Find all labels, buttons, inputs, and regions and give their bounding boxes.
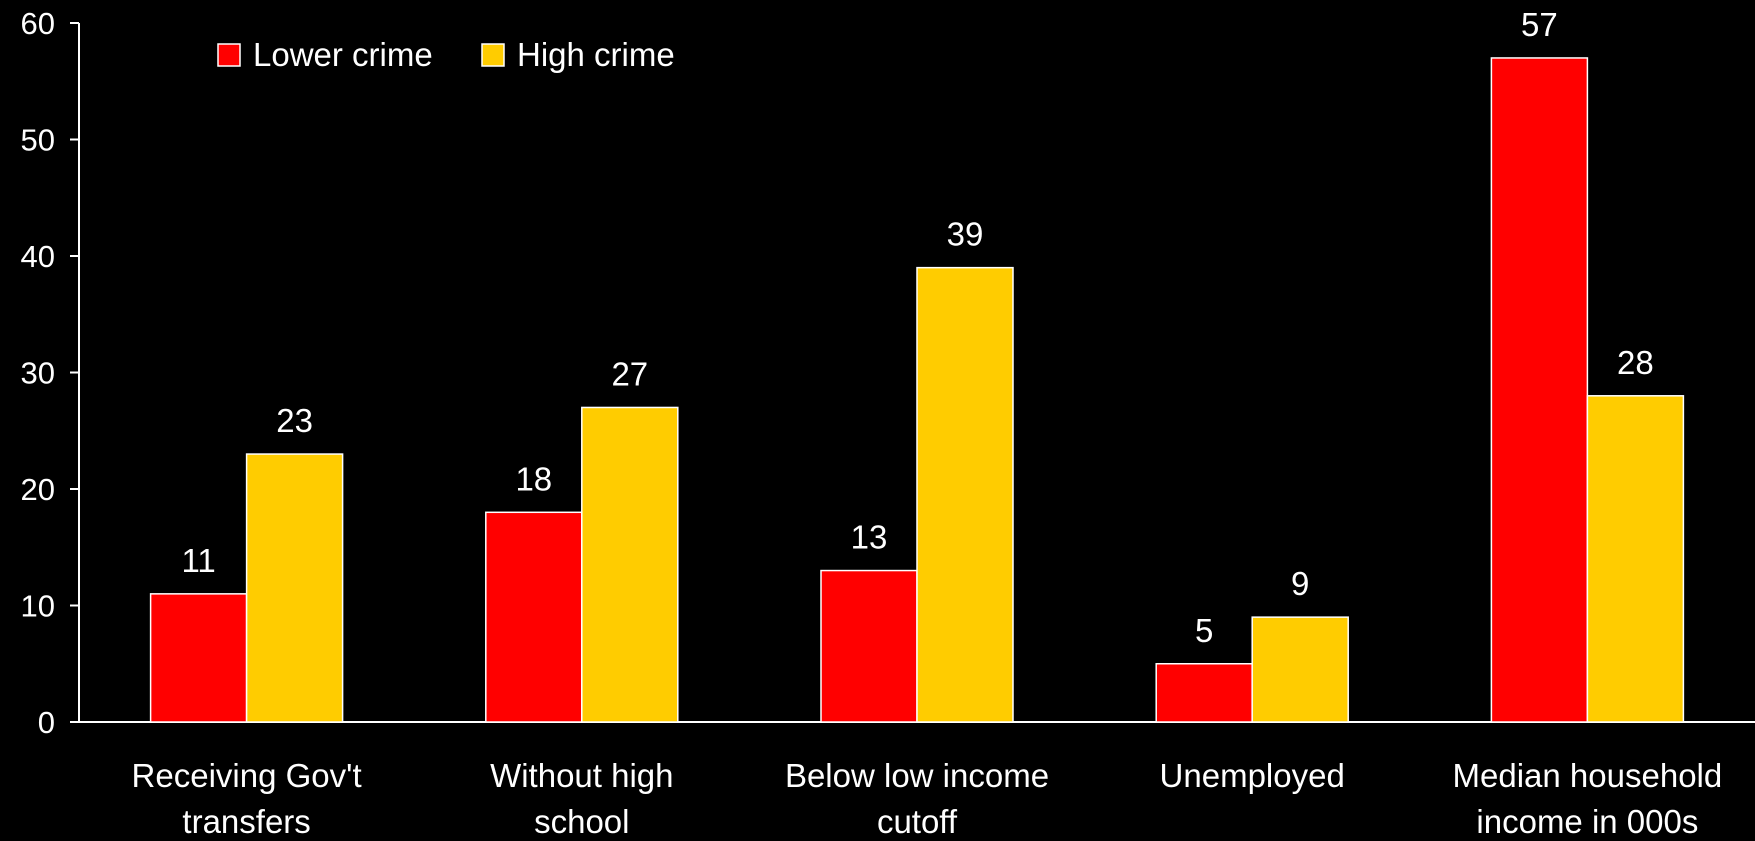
- x-tick-label: transfers: [182, 803, 310, 840]
- y-tick-label: 50: [21, 123, 55, 158]
- x-tick-label: income in 000s: [1476, 803, 1698, 840]
- x-tick-label: school: [534, 803, 629, 840]
- y-tick-label: 10: [21, 589, 55, 624]
- bar: [581, 406, 679, 723]
- data-label: 13: [851, 519, 888, 556]
- bar: [1251, 616, 1349, 723]
- data-label: 23: [276, 402, 313, 439]
- y-tick-label: 40: [21, 239, 55, 274]
- data-labels: 11 23 18 27 13 39 5 9 57 28: [181, 6, 1653, 649]
- x-tick-label: Receiving Gov't: [132, 757, 362, 794]
- data-label: 11: [181, 542, 215, 579]
- bar: [1586, 395, 1685, 723]
- x-tick-label: Below low income: [785, 757, 1049, 794]
- bar: [916, 266, 1014, 723]
- legend: Lower crime High crime: [217, 36, 675, 73]
- data-label: 27: [611, 355, 648, 392]
- bar: [485, 511, 583, 723]
- bar: [149, 593, 248, 723]
- data-label: 57: [1521, 6, 1558, 43]
- bar: [1155, 663, 1253, 723]
- y-tick-label: 20: [21, 472, 55, 507]
- data-label: 18: [515, 460, 552, 497]
- data-label: 28: [1617, 344, 1654, 381]
- x-tick-label: Median household: [1453, 757, 1723, 794]
- data-label: 9: [1291, 565, 1309, 602]
- x-tick-label: Without high: [490, 757, 673, 794]
- x-axis: Receiving Gov't transfers Without high scho…: [79, 721, 1755, 840]
- data-label: 5: [1195, 612, 1213, 649]
- bar: [820, 569, 918, 723]
- legend-label: Lower crime: [253, 36, 433, 73]
- data-label: 39: [947, 216, 984, 253]
- bars: [149, 57, 1685, 723]
- legend-swatch: [217, 43, 241, 67]
- legend-swatch: [481, 43, 505, 67]
- legend-label: High crime: [517, 36, 675, 73]
- y-tick-label: 30: [21, 356, 55, 391]
- y-tick-label: 0: [38, 705, 55, 740]
- x-tick-label: cutoff: [877, 803, 958, 840]
- bar: [245, 453, 344, 723]
- y-tick-label: 60: [21, 6, 55, 41]
- y-axis: 0 10 20 30 40 50 60: [21, 6, 80, 740]
- bar: [1490, 57, 1589, 723]
- x-tick-label: Unemployed: [1160, 757, 1345, 794]
